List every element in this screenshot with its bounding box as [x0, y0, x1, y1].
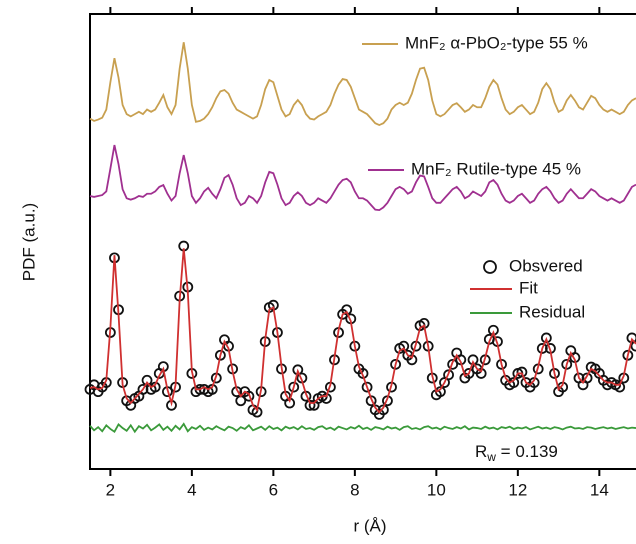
- annotation-main: R: [475, 442, 487, 461]
- series-line: [90, 42, 636, 125]
- x-tick-label: 8: [350, 480, 359, 499]
- x-tick-label: 12: [508, 480, 527, 499]
- legend-label: Fit: [519, 278, 538, 297]
- legend-label: Obsvered: [509, 256, 583, 275]
- y-axis-label: PDF (a.u.): [19, 203, 38, 281]
- x-axis-label: r (Å): [353, 516, 386, 535]
- legend-label: MnF₂ Rutile-type 45 %: [411, 159, 581, 178]
- x-tick-label: 2: [106, 480, 115, 499]
- x-tick-label: 14: [590, 480, 609, 499]
- annotation-sub: w: [486, 450, 496, 464]
- legend-label: Residual: [519, 302, 585, 321]
- legend-label: MnF₂ α-PbO₂-type 55 %: [405, 33, 588, 52]
- x-tick-label: 10: [427, 480, 446, 499]
- x-tick-label: 4: [187, 480, 196, 499]
- x-tick-label: 6: [269, 480, 278, 499]
- series-line: [90, 424, 636, 432]
- annotation-rest: = 0.139: [496, 442, 558, 461]
- legend-marker: [484, 261, 496, 273]
- annotation: Rw = 0.139: [475, 442, 558, 464]
